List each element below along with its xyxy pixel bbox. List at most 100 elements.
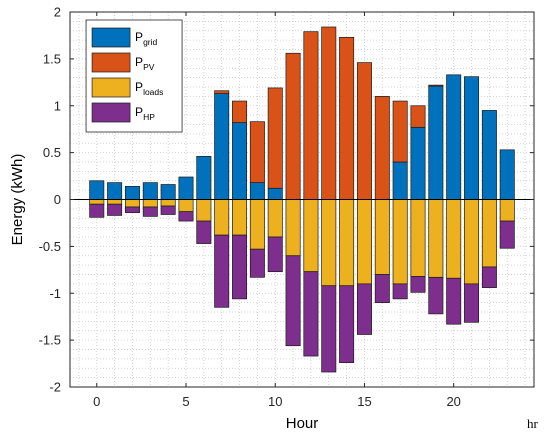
x-axis-label: Hour <box>286 415 319 432</box>
bar-grid <box>214 93 230 200</box>
y-tick-label: 0.5 <box>43 145 61 160</box>
bar-HP <box>249 248 265 278</box>
bar-HP <box>303 271 319 357</box>
bar-grid <box>267 187 283 200</box>
bar-loads <box>232 199 248 236</box>
axis-ticks: 0 5 10 15 20 -2 -1.5 -1 -0.5 0 0.5 1 1.5 2 <box>39 5 534 409</box>
bar-grid <box>410 126 426 200</box>
bar-PV <box>249 121 265 183</box>
bar-loads <box>356 199 372 285</box>
bar-loads <box>428 199 444 278</box>
bar-HP <box>124 206 140 213</box>
bar-HP <box>410 276 426 293</box>
bar-loads <box>481 199 497 268</box>
bar-loads <box>196 199 212 222</box>
bar-grid <box>142 182 158 200</box>
bar-HP <box>267 236 283 273</box>
bar-HP <box>107 203 123 216</box>
bar-loads <box>339 199 355 287</box>
x-tick-label: 10 <box>268 394 282 409</box>
bar-loads <box>410 199 426 277</box>
bar-loads <box>249 199 265 250</box>
bar-HP <box>428 276 444 315</box>
bar-loads <box>107 199 123 205</box>
bar-HP <box>446 277 462 325</box>
bar-loads <box>321 199 337 287</box>
bar-PV <box>214 90 230 94</box>
bar-loads <box>464 199 480 285</box>
x-tick-label: 20 <box>446 394 460 409</box>
bar-grid <box>124 186 140 200</box>
bar-PV <box>303 31 319 200</box>
bar-HP <box>356 283 372 335</box>
bar-loads <box>499 199 515 222</box>
bar-grid <box>107 182 123 200</box>
y-tick-label: 2 <box>54 5 61 20</box>
legend-label-PV: PPV <box>135 55 155 72</box>
y-tick-label: 1.5 <box>43 51 61 66</box>
y-tick-label: 1 <box>54 98 61 113</box>
bar-PV <box>321 26 337 200</box>
bars <box>89 26 515 373</box>
bar-HP <box>142 206 158 217</box>
x-unit-label: hr <box>527 416 539 431</box>
bar-loads <box>303 199 319 273</box>
bar-grid <box>232 122 248 200</box>
bar-loads <box>160 199 176 207</box>
bar-grid <box>446 74 462 200</box>
legend-swatch-HP <box>91 102 131 123</box>
bar-PV <box>410 105 426 128</box>
bar-loads <box>89 199 105 205</box>
bar-PV <box>374 96 390 200</box>
bar-grid <box>481 110 497 200</box>
bar-loads <box>214 199 230 236</box>
bar-PV <box>392 100 408 163</box>
x-tick-label: 0 <box>93 394 100 409</box>
bar-grid <box>160 184 176 200</box>
bar-loads <box>374 199 390 275</box>
bar-HP <box>89 203 105 218</box>
bar-PV <box>339 36 355 200</box>
bar-HP <box>285 255 301 347</box>
bar-PV <box>232 100 248 123</box>
bar-HP <box>214 234 230 308</box>
bar-loads <box>124 199 140 208</box>
bar-HP <box>196 220 212 244</box>
bar-grid <box>464 76 480 200</box>
bar-HP <box>499 220 515 249</box>
bar-loads <box>392 199 408 285</box>
legend-label-grid: Pgrid <box>135 30 157 47</box>
bar-HP <box>339 285 355 363</box>
legend-swatch-loads <box>91 77 131 98</box>
bar-HP <box>160 205 176 215</box>
bar-grid <box>196 156 212 200</box>
y-tick-label: -0.5 <box>39 239 61 254</box>
bar-grid <box>89 180 105 200</box>
bar-HP <box>321 285 337 373</box>
bar-PV <box>428 84 444 87</box>
x-tick-label: 15 <box>357 394 371 409</box>
y-tick-label: -1 <box>49 286 61 301</box>
bar-grid <box>178 176 194 200</box>
y-tick-label: -1.5 <box>39 333 61 348</box>
bar-loads <box>267 199 283 238</box>
y-tick-label: 0 <box>54 192 61 207</box>
legend: Pgrid PPV Ploads PHP <box>85 19 183 133</box>
bar-grid <box>249 182 265 200</box>
bar-loads <box>178 199 194 213</box>
bar-grid <box>392 161 408 200</box>
bar-HP <box>392 283 408 300</box>
y-axis-label: Energy (kWh) <box>9 154 26 246</box>
bar-HP <box>178 211 194 222</box>
bar-grid <box>428 85 444 200</box>
legend-swatch-PV <box>91 52 131 73</box>
bar-PV <box>285 52 301 200</box>
bar-loads <box>446 199 462 279</box>
bar-HP <box>232 234 248 300</box>
legend-label-loads: Ploads <box>135 80 163 97</box>
bar-loads <box>142 199 158 208</box>
bar-HP <box>481 266 497 288</box>
bar-HP <box>464 283 480 323</box>
legend-label-HP: PHP <box>135 105 155 122</box>
